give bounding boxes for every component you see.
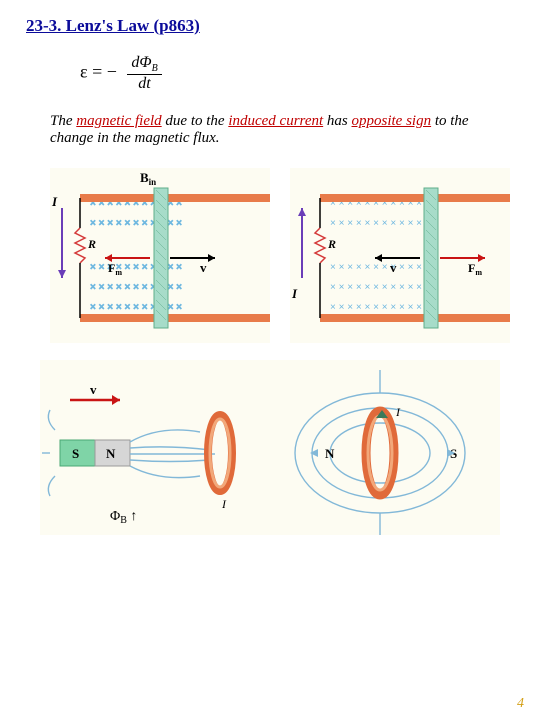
faraday-equation: ε = − dΦB dt <box>80 54 520 93</box>
label-v-right: v <box>390 260 397 275</box>
eq-fraction: dΦB dt <box>127 54 161 93</box>
eq-equals: = − <box>92 62 121 82</box>
svg-text:× × × × × × × × × × ×: × × × × × × × × × × × <box>330 302 422 313</box>
eq-num: dΦB <box>127 54 161 75</box>
svg-text:× × × × × × × × × × ×: × × × × × × × × × × × <box>330 218 422 229</box>
label-v-magnet: v <box>90 382 97 397</box>
label-I-left: I <box>51 194 58 209</box>
label-S-left: S <box>72 446 79 461</box>
section-heading: 23-3. Lenz's Law (p863) <box>26 16 520 36</box>
seg1: The <box>50 113 76 129</box>
label-R-left: R <box>87 237 96 251</box>
label-v-left: v <box>200 260 207 275</box>
kw-induced-current: induced current <box>228 113 323 129</box>
seg2: due to the <box>162 113 229 129</box>
kw-opposite-sign: opposite sign <box>352 113 432 129</box>
kw-magnetic-field: magnetic field <box>76 113 161 129</box>
figure-rails: × × × × × × × × × × × × × × × × × × × × … <box>40 163 500 348</box>
label-R-right: R <box>327 237 336 251</box>
label-I-right: I <box>291 286 298 301</box>
label-N-right: N <box>325 446 335 461</box>
svg-text:× × × × × × × × × × ×: × × × × × × × × × × × <box>330 282 422 293</box>
label-N-left: N <box>106 446 116 461</box>
eq-lhs: ε <box>80 62 88 82</box>
seg3: has <box>323 113 351 129</box>
svg-text:× × × × × × × × × × ×: × × × × × × × × × × × <box>330 262 422 273</box>
lenz-statement: The magnetic field due to the induced cu… <box>50 113 490 147</box>
eq-den: dt <box>127 75 161 93</box>
figure-magnet-ring: v S N I <box>40 360 500 535</box>
page-number: 4 <box>517 696 524 712</box>
